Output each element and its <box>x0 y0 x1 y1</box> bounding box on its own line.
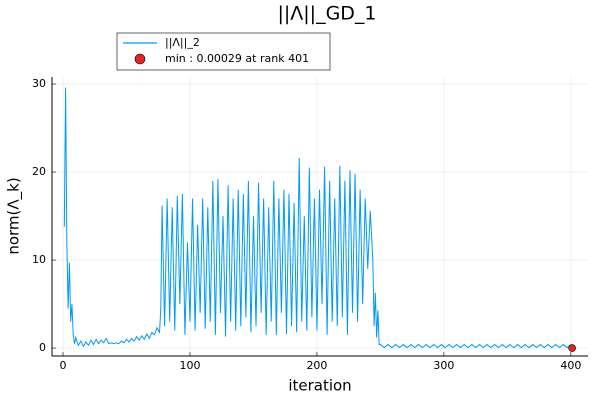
y-tick-label: 20 <box>32 165 46 178</box>
x-tick-label: 400 <box>560 359 581 372</box>
x-tick-label: 200 <box>306 359 327 372</box>
x-axis-label: iteration <box>288 377 351 395</box>
y-tick-label: 0 <box>39 341 46 354</box>
data-point <box>568 344 576 352</box>
y-axis-label: norm(Λ_k) <box>5 177 24 254</box>
legend-label: ||Λ||_2 <box>165 36 200 49</box>
legend-swatch <box>134 53 146 65</box>
chart-title: ||Λ||_GD_1 <box>277 3 376 25</box>
legend-label: min : 0.00029 at rank 401 <box>165 52 309 65</box>
x-tick-label: 100 <box>179 359 200 372</box>
data-line <box>63 87 572 349</box>
y-tick-label: 10 <box>32 253 46 266</box>
legend-box <box>116 32 331 71</box>
y-tick-label: 30 <box>32 77 46 90</box>
x-tick-label: 0 <box>60 359 67 372</box>
x-tick-label: 300 <box>433 359 454 372</box>
